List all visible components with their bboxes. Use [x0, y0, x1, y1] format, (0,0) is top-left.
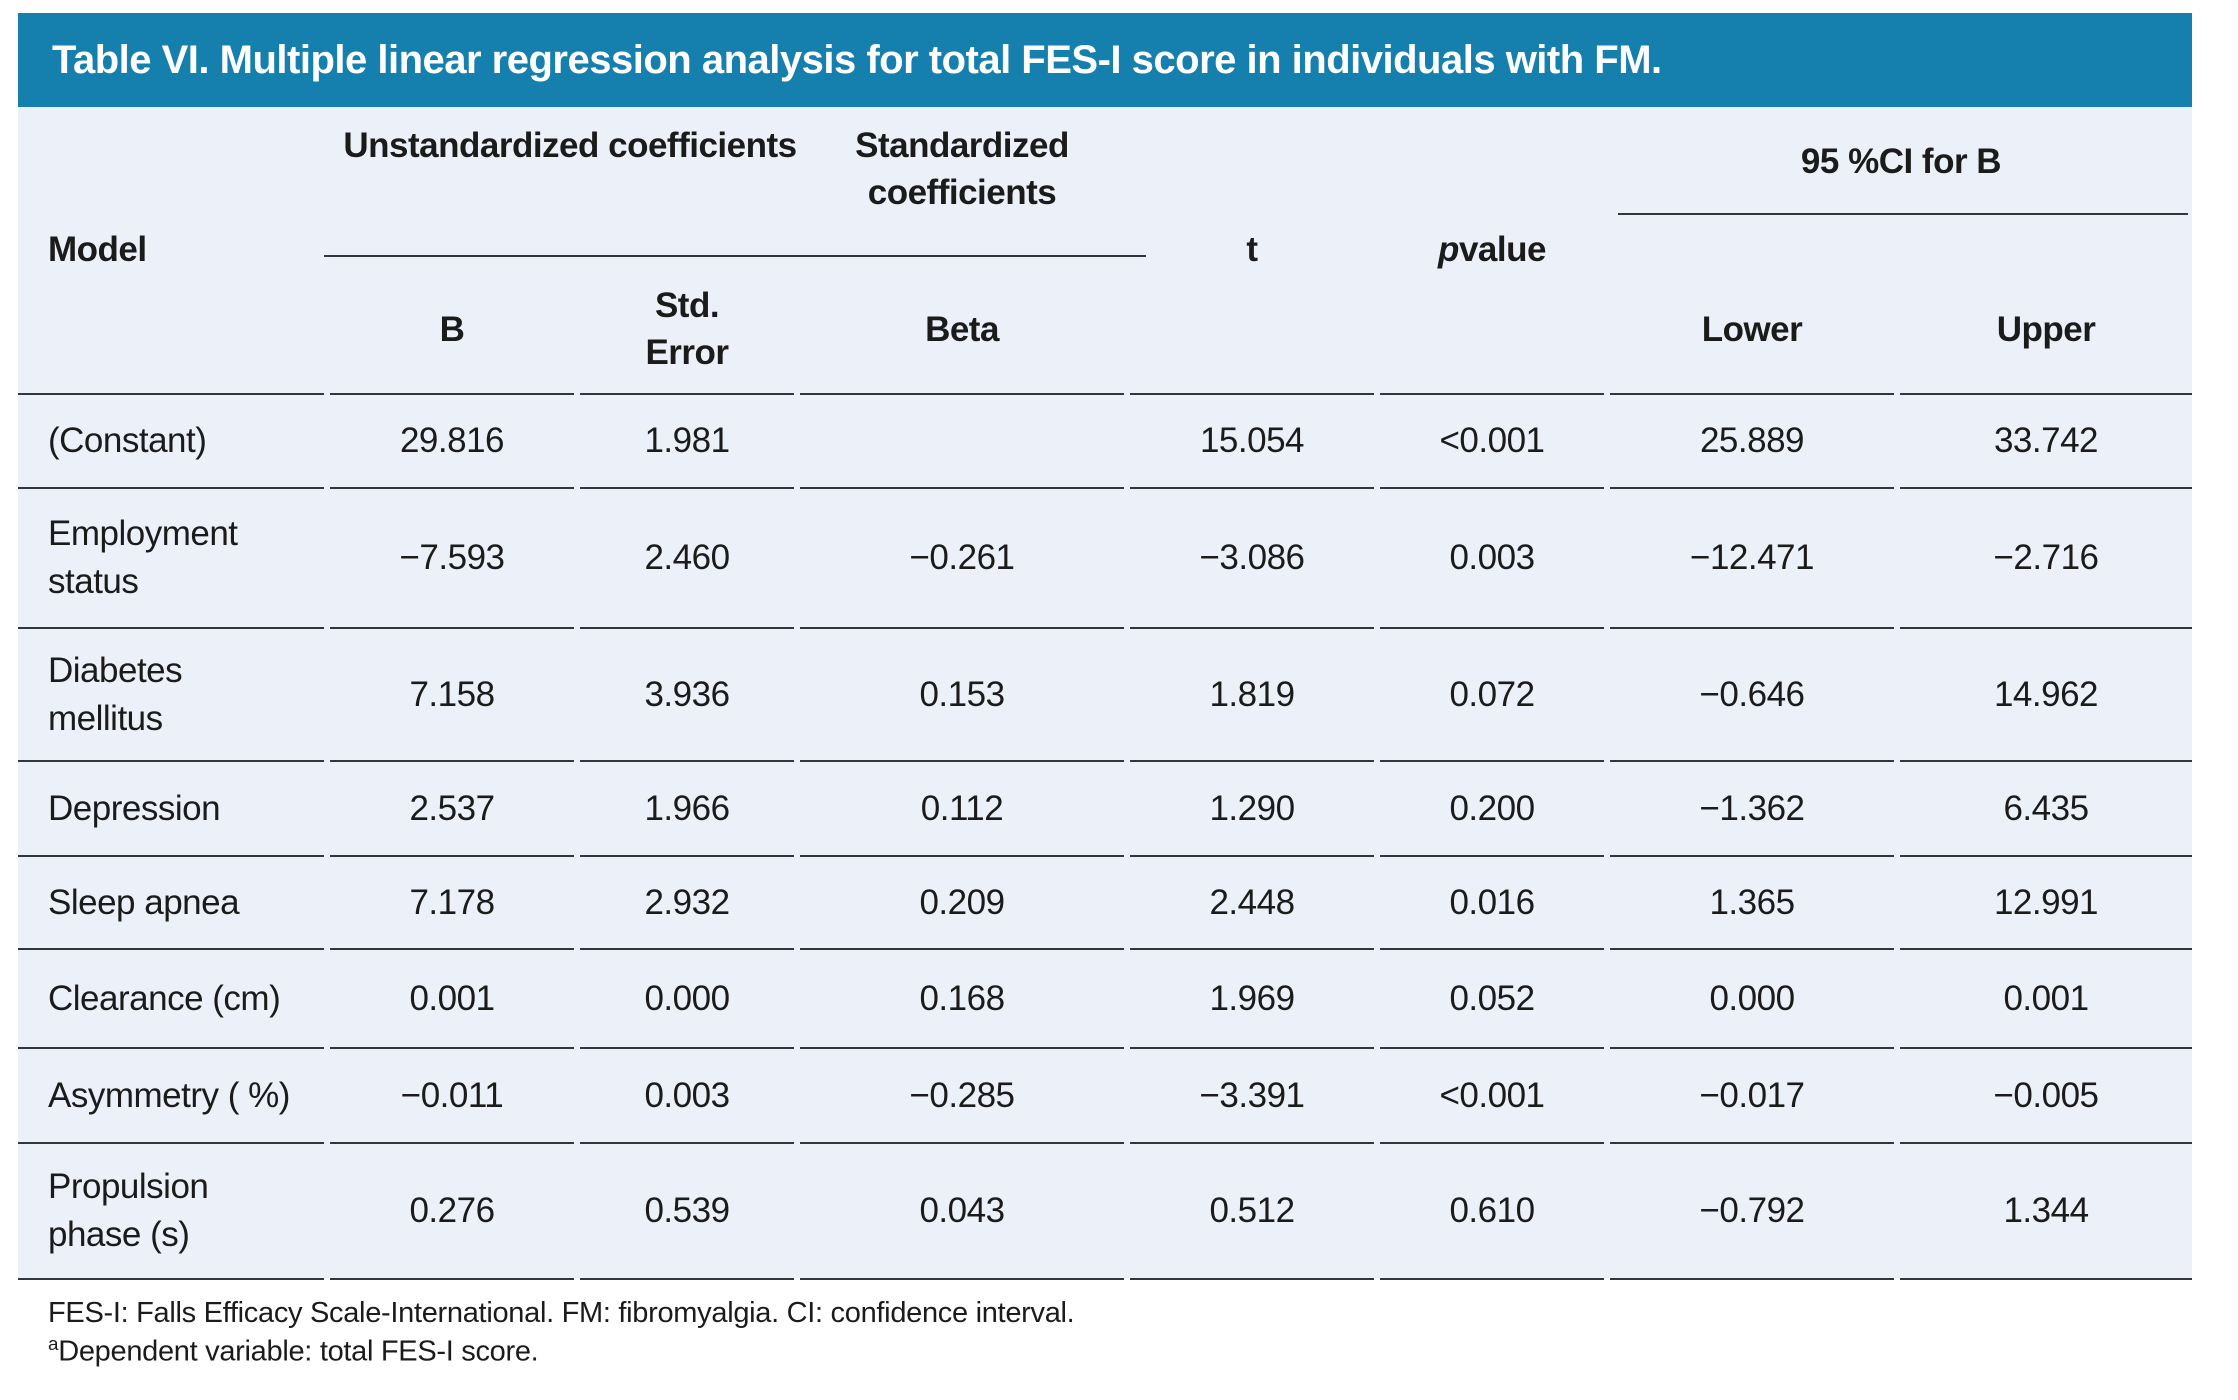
cell-b: 2.537	[330, 760, 574, 855]
cell-std_error: 0.000	[580, 948, 794, 1047]
cell-beta: −0.261	[800, 487, 1124, 627]
cell-p: 0.072	[1380, 627, 1604, 760]
cell-lower: −1.362	[1610, 760, 1894, 855]
cell-b: −7.593	[330, 487, 574, 627]
column-header-beta: Beta	[925, 309, 999, 349]
cell-b: 7.158	[330, 627, 574, 760]
cell-t: 1.969	[1130, 948, 1374, 1047]
cell-std_error: 1.966	[580, 760, 794, 855]
cell-beta: 0.153	[800, 627, 1124, 760]
table-bottom-rule	[1380, 1278, 1604, 1280]
cell-beta: 0.168	[800, 948, 1124, 1047]
cell-lower: 0.000	[1610, 948, 1894, 1047]
cell-std_error: 0.003	[580, 1047, 794, 1142]
row-label: Employment status	[18, 487, 324, 627]
cell-b: −0.011	[330, 1047, 574, 1142]
table-bottom-rule	[1900, 1278, 2192, 1280]
cell-t: 0.512	[1130, 1142, 1374, 1278]
column-header-model: Model	[48, 229, 147, 269]
cell-std_error: 0.539	[580, 1142, 794, 1278]
footnote-dependent-text: Dependent variable: total FES-I score.	[58, 1335, 539, 1368]
cell-lower: −0.792	[1610, 1142, 1894, 1278]
table-bottom-rule	[1610, 1278, 1894, 1280]
cell-std_error: 2.932	[580, 855, 794, 948]
cell-upper: 14.962	[1900, 627, 2192, 760]
cell-t: 2.448	[1130, 855, 1374, 948]
cell-p: 0.003	[1380, 487, 1604, 627]
cell-lower: 1.365	[1610, 855, 1894, 948]
table-title-bar: Table VI. Multiple linear regression ana…	[18, 13, 2192, 107]
cell-t: −3.391	[1130, 1047, 1374, 1142]
cell-p: 0.610	[1380, 1142, 1604, 1278]
group-header-unstandardized-coefficients: Unstandardized coefficients	[343, 126, 797, 165]
cell-beta	[800, 393, 1124, 487]
footnote-superscript-a: a	[48, 1333, 59, 1355]
column-header-upper: Upper	[1996, 309, 2096, 349]
cell-beta: 0.112	[800, 760, 1124, 855]
cell-upper: −0.005	[1900, 1047, 2192, 1142]
cell-t: 15.054	[1130, 393, 1374, 487]
cell-t: −3.086	[1130, 487, 1374, 627]
cell-beta: 0.209	[800, 855, 1124, 948]
footnote-abbreviations: FES-I: Falls Efficacy Scale-Internationa…	[48, 1297, 1075, 1329]
column-header-lower: Lower	[1701, 309, 1803, 349]
row-label: Sleep apnea	[18, 855, 324, 948]
cell-p: <0.001	[1380, 393, 1604, 487]
table-area: Model Unstandardized coefficients Standa…	[18, 107, 2192, 1280]
cell-beta: −0.285	[800, 1047, 1124, 1142]
table-figure: Table VI. Multiple linear regression ana…	[18, 13, 2192, 1371]
cell-std_error: 1.981	[580, 393, 794, 487]
p-value-rest: value	[1458, 229, 1547, 269]
column-header-p-value: p value	[1380, 107, 1604, 393]
table-bottom-rule	[800, 1278, 1124, 1280]
cell-std_error: 3.936	[580, 627, 794, 760]
cell-b: 7.178	[330, 855, 574, 948]
cell-upper: 0.001	[1900, 948, 2192, 1047]
row-label: Asymmetry ( %)	[18, 1047, 324, 1142]
cell-t: 1.819	[1130, 627, 1374, 760]
p-value-italic-p: p	[1438, 229, 1459, 269]
cell-upper: 33.742	[1900, 393, 2192, 487]
column-header-t: t	[1246, 229, 1258, 269]
cell-p: 0.052	[1380, 948, 1604, 1047]
table-title: Table VI. Multiple linear regression ana…	[52, 37, 1662, 82]
table-bottom-rule	[1130, 1278, 1374, 1280]
cell-p: <0.001	[1380, 1047, 1604, 1142]
cell-upper: −2.716	[1900, 487, 2192, 627]
row-label: Propulsion phase (s)	[18, 1142, 324, 1278]
table-body: (Constant) 29.816 1.981 15.054 <0.001 25.889 3…	[18, 393, 2192, 1280]
column-header-b: B	[439, 309, 465, 349]
cell-lower: −0.017	[1610, 1047, 1894, 1142]
table-bottom-rule	[330, 1278, 574, 1280]
cell-beta: 0.043	[800, 1142, 1124, 1278]
cell-upper: 1.344	[1900, 1142, 2192, 1278]
cell-p: 0.016	[1380, 855, 1604, 948]
row-label: Diabetes mellitus	[18, 627, 324, 760]
row-label: Clearance (cm)	[18, 948, 324, 1047]
cell-b: 0.001	[330, 948, 574, 1047]
cell-b: 0.276	[330, 1142, 574, 1278]
table-bottom-rule	[18, 1278, 324, 1280]
row-label: Depression	[18, 760, 324, 855]
coefficients-group-underline	[324, 255, 1146, 257]
cell-lower: −0.646	[1610, 627, 1894, 760]
table-bottom-rule	[580, 1278, 794, 1280]
footnote-dependent-variable: aDependent variable: total FES-I score.	[48, 1332, 2192, 1371]
cell-t: 1.290	[1130, 760, 1374, 855]
ci-group-underline	[1618, 213, 2188, 215]
table-footnotes: FES-I: Falls Efficacy Scale-Internationa…	[18, 1294, 2192, 1371]
cell-std_error: 2.460	[580, 487, 794, 627]
cell-lower: −12.471	[1610, 487, 1894, 627]
column-header-std-error: Std. Error	[645, 286, 729, 372]
table-header: Model Unstandardized coefficients Standa…	[18, 107, 2192, 393]
cell-upper: 12.991	[1900, 855, 2192, 948]
row-label: (Constant)	[18, 393, 324, 487]
cell-lower: 25.889	[1610, 393, 1894, 487]
cell-p: 0.200	[1380, 760, 1604, 855]
cell-upper: 6.435	[1900, 760, 2192, 855]
group-header-standardized-coefficients: Standardized coefficients	[855, 126, 1069, 212]
group-header-95-ci-for-b: 95 %CI for B	[1800, 142, 2002, 181]
cell-b: 29.816	[330, 393, 574, 487]
